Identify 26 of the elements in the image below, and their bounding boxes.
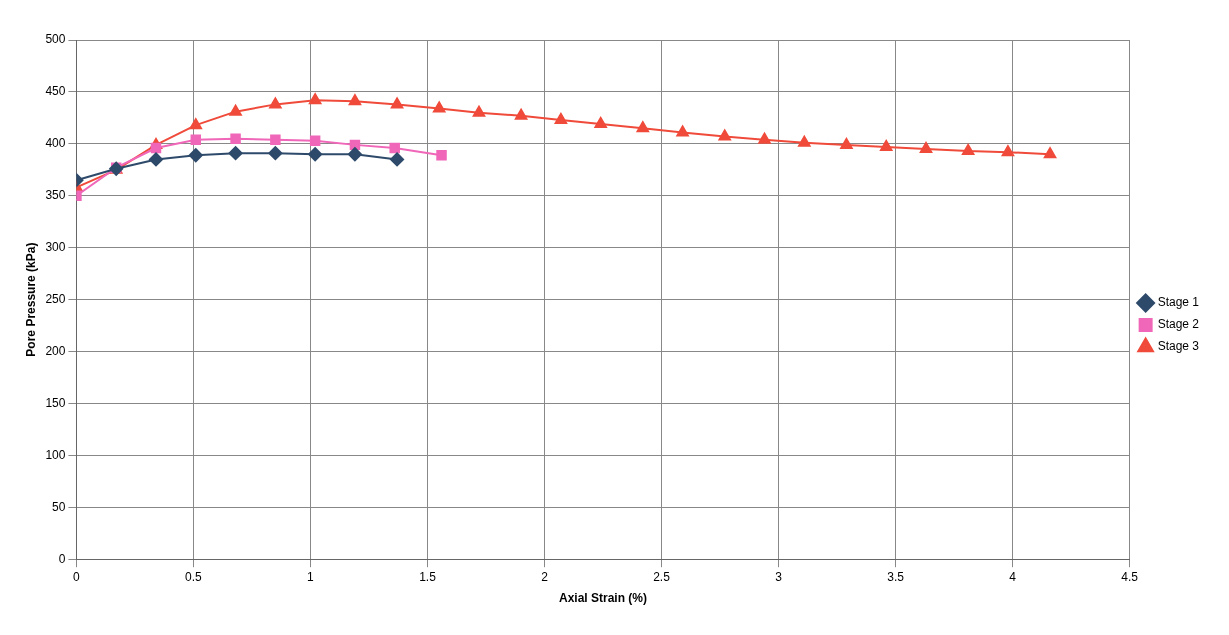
legend-label: Stage 1: [1157, 295, 1200, 310]
x-tick-label: 2.5: [653, 569, 671, 584]
y-tick-label: 250: [45, 291, 66, 306]
y-tick-label: 0: [58, 551, 66, 566]
y-tick-label: 500: [45, 32, 66, 47]
y-axis-title: Pore Pressure (kPa): [23, 242, 38, 357]
legend-label: Stage 3: [1157, 339, 1200, 354]
x-axis-title: Axial Strain (%): [559, 591, 648, 606]
x-tick-label: 3.5: [887, 569, 905, 584]
x-tick-label: 1.5: [419, 569, 437, 584]
x-tick-label: 0.5: [185, 569, 203, 584]
y-tick-label: 350: [45, 188, 66, 203]
x-tick-label: 4.5: [1121, 569, 1139, 584]
y-tick-label: 300: [45, 239, 66, 254]
y-tick-label: 100: [45, 447, 66, 462]
y-tick-label: 150: [45, 395, 66, 410]
x-tick-label: 4: [1009, 569, 1017, 584]
x-tick-label: 1: [307, 569, 315, 584]
y-tick-label: 200: [45, 343, 66, 358]
x-tick-label: 2: [541, 569, 549, 584]
x-tick-label: 0: [73, 569, 81, 584]
legend-label: Stage 2: [1157, 317, 1200, 332]
x-tick-label: 3: [775, 569, 783, 584]
y-tick-label: 450: [45, 84, 66, 99]
y-tick-label: 50: [52, 499, 66, 514]
y-tick-label: 400: [45, 136, 66, 151]
